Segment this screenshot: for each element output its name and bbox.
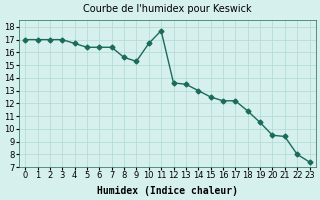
Title: Courbe de l'humidex pour Keswick: Courbe de l'humidex pour Keswick [83,4,252,14]
X-axis label: Humidex (Indice chaleur): Humidex (Indice chaleur) [97,186,238,196]
